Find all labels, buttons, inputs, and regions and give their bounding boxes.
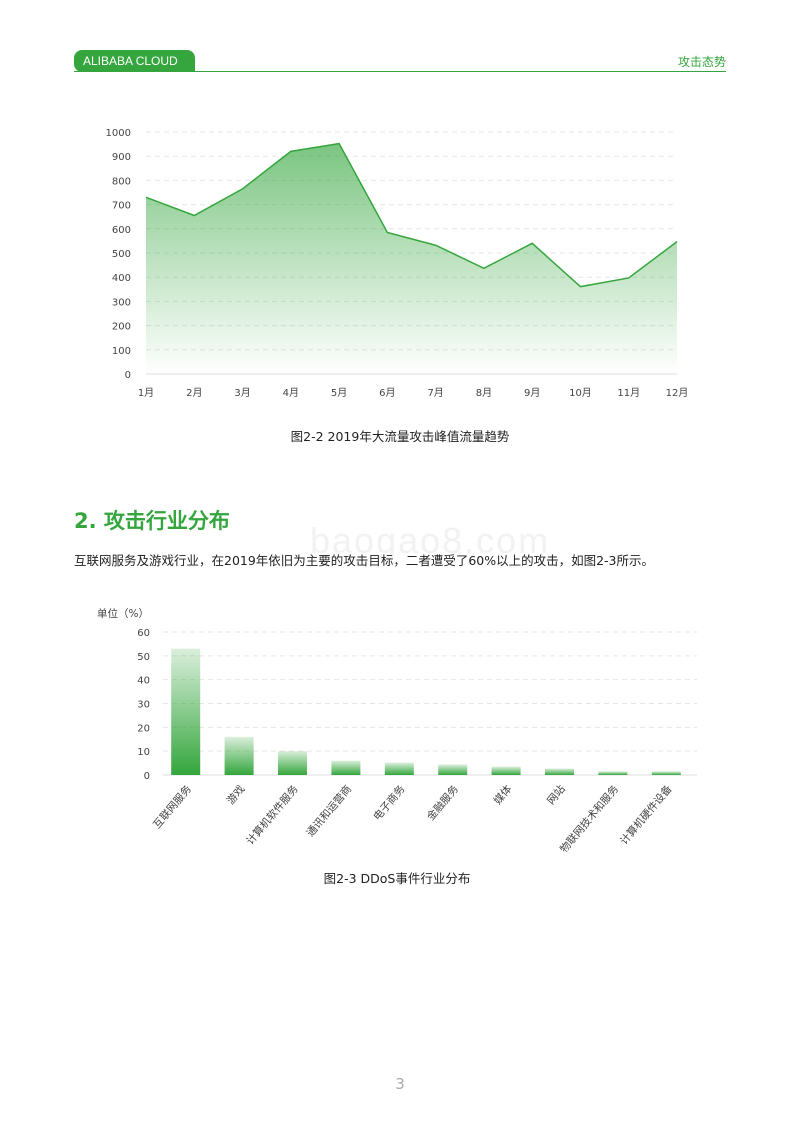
x-tick-label: 9月 (524, 387, 540, 399)
peak-traffic-area-chart: 0 100 200 300 400 500 600 700 800 900 1000 1月 2月 3月 4月… (106, 128, 689, 399)
x-tick-label: 7月 (427, 387, 443, 399)
bar (384, 762, 414, 775)
y-tick-label: 800 (112, 176, 131, 187)
figure-2-2-caption: 图2-2 2019年大流量攻击峰值流量趋势 (290, 429, 510, 444)
bar (545, 768, 574, 775)
bar (491, 766, 521, 775)
y-tick-label: 100 (112, 346, 131, 357)
y-tick-label: 600 (112, 225, 131, 236)
x-tick-label: 物联网技术和服务 (557, 782, 621, 855)
x-tick-label: 6月 (379, 387, 395, 399)
y-tick-label: 20 (137, 723, 150, 734)
x-tick-label: 5月 (331, 387, 347, 399)
y-tick-label: 900 (112, 152, 131, 163)
x-tick-label: 12月 (666, 387, 689, 399)
x-tick-label: 1月 (138, 387, 154, 399)
x-tick-label: 通讯和运营商 (304, 783, 354, 840)
y-tick-label: 1000 (106, 128, 131, 139)
y-tick-label: 200 (112, 322, 131, 333)
figure-2-3-caption: 图2-3 DDoS事件行业分布 (323, 871, 471, 886)
x-tick-label: 互联网服务 (150, 782, 194, 831)
section-heading: 2. 攻击行业分布 (74, 509, 230, 533)
y-tick-label: 300 (112, 297, 131, 308)
y-tick-label: 0 (144, 771, 150, 782)
watermark: baogao8.com (310, 520, 551, 561)
bar (331, 760, 361, 775)
x-tick-label: 计算机软件服务 (244, 782, 302, 847)
bar (438, 764, 468, 775)
x-tick-label: 11月 (617, 387, 640, 399)
x-tick-label: 游戏 (224, 782, 248, 807)
x-tick-label: 8月 (476, 387, 492, 399)
bar (171, 648, 201, 775)
y-tick-label: 400 (112, 273, 131, 284)
x-tick-label: 金融服务 (424, 782, 461, 823)
brand-tab: ALIBABA CLOUD (74, 50, 195, 72)
y-tick-label: 40 (137, 676, 150, 687)
y-tick-label: 30 (137, 700, 150, 711)
section-label: 攻击态势 (677, 55, 726, 69)
y-tick-label: 10 (137, 747, 150, 758)
x-tick-label: 电子商务 (371, 782, 408, 823)
bar (278, 751, 307, 775)
header-divider (74, 71, 726, 72)
x-tick-label: 计算机硬件设备 (617, 782, 675, 847)
x-tick-label: 4月 (283, 387, 299, 399)
bar (224, 736, 254, 775)
section-paragraph: 互联网服务及游戏行业，在2019年依旧为主要的攻击目标，二者遭受了60%以上的攻… (74, 553, 655, 568)
x-tick-label: 10月 (569, 387, 592, 399)
y-axis-unit-label: 单位（%） (97, 607, 149, 620)
x-tick-label: 网站 (544, 782, 568, 807)
bar (651, 771, 681, 775)
page-number: 3 (395, 1075, 405, 1093)
bar (598, 771, 628, 775)
area-fill (146, 143, 677, 374)
x-tick-label: 媒体 (491, 782, 515, 807)
series-line (145, 142, 678, 288)
x-tick-label: 3月 (234, 387, 250, 399)
x-tick-label: 2月 (186, 387, 202, 399)
y-tick-label: 0 (125, 370, 131, 381)
y-tick-label: 500 (112, 249, 131, 260)
y-tick-label: 700 (112, 201, 131, 212)
y-tick-label: 50 (137, 652, 150, 663)
y-tick-label: 60 (137, 628, 150, 639)
